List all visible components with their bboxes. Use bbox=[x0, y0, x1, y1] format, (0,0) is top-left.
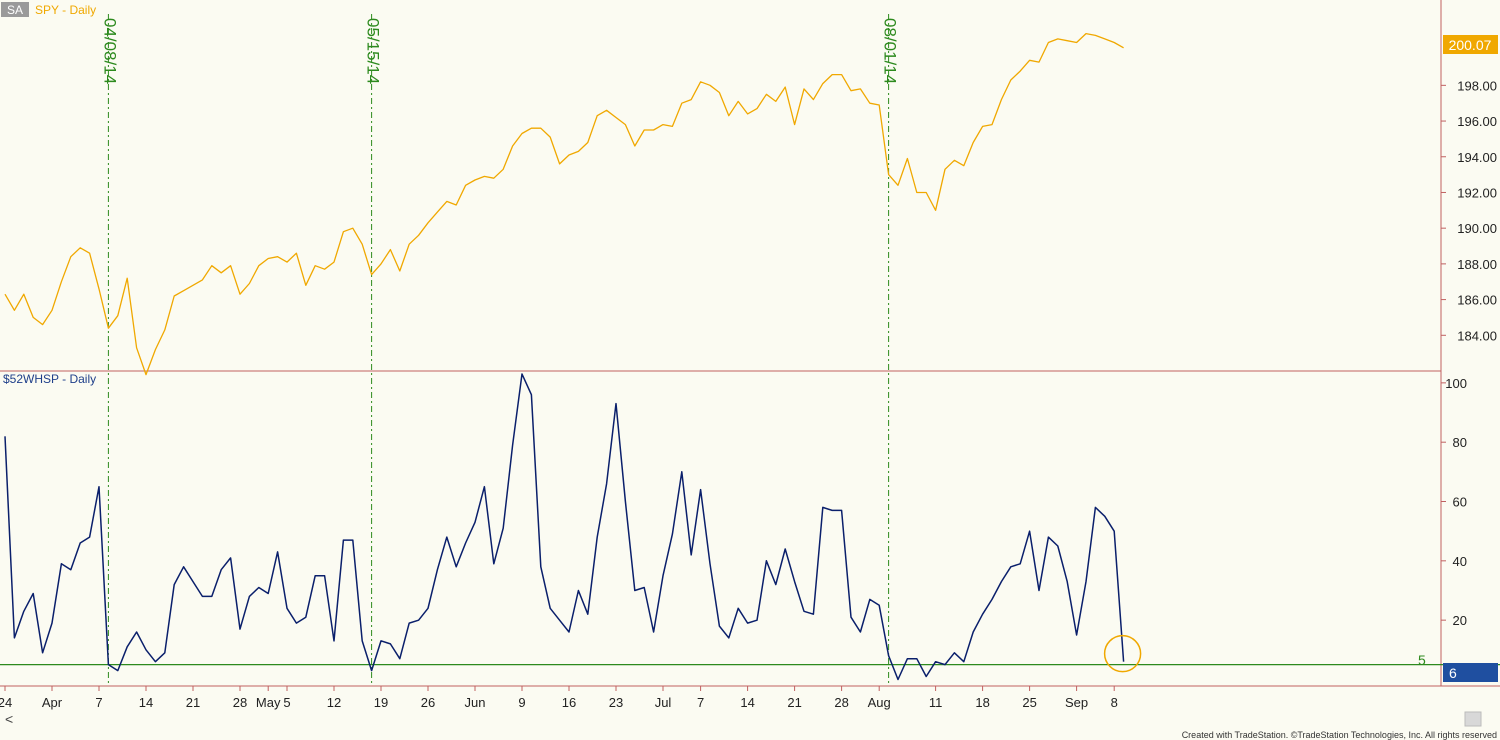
x-tick-label: 18 bbox=[975, 695, 989, 710]
symbol-badge-bg[interactable] bbox=[1, 2, 29, 17]
series-line bbox=[4, 373, 1125, 681]
event-label: 08/01/14 bbox=[881, 18, 900, 84]
y-tick-label: 198.00 bbox=[1457, 78, 1497, 93]
x-tick-label: 14 bbox=[740, 695, 754, 710]
x-tick-label: Aug bbox=[868, 695, 891, 710]
event-label: 05/15/14 bbox=[364, 18, 383, 84]
event-markers: 04/08/14 05/15/14 08/01/14 bbox=[100, 14, 900, 686]
x-tick-label: 14 bbox=[139, 695, 153, 710]
y-tick-label: 188.00 bbox=[1457, 257, 1497, 272]
x-tick-label: 11 bbox=[929, 695, 943, 710]
y-tick-label: 40 bbox=[1453, 554, 1467, 569]
y-tick-label: 80 bbox=[1453, 435, 1467, 450]
y-tick-label: 194.00 bbox=[1457, 150, 1497, 165]
threshold-label: 5 bbox=[1418, 652, 1426, 668]
series-line bbox=[4, 32, 1124, 376]
symbol-badge[interactable]: SA bbox=[7, 3, 23, 17]
breadth-pane bbox=[4, 373, 1142, 681]
x-tick-label: 24 bbox=[0, 695, 12, 710]
spy-last-value-tag-bg bbox=[1443, 35, 1498, 54]
x-tick-label: 12 bbox=[327, 695, 341, 710]
highlight-circle bbox=[1103, 634, 1142, 673]
scroll-left-button[interactable]: < bbox=[5, 711, 13, 727]
y-tick-label: 190.00 bbox=[1457, 221, 1497, 236]
x-tick-label: Jul bbox=[655, 695, 672, 710]
y-tick-label: 192.00 bbox=[1457, 185, 1497, 200]
x-tick-label: 25 bbox=[1022, 695, 1036, 710]
y-tick-label: 20 bbox=[1453, 613, 1467, 628]
y-axis-labels: 184.00 186.00 188.00 190.00 192.00 194.00 196.… bbox=[1441, 78, 1497, 628]
y-tick-label: 184.00 bbox=[1457, 328, 1497, 343]
y-tick-label: 186.00 bbox=[1457, 293, 1497, 308]
x-tick-label: 26 bbox=[421, 695, 435, 710]
breadth-last-value-tag-bg bbox=[1443, 663, 1498, 682]
x-tick-label: 28 bbox=[834, 695, 848, 710]
x-tick-label: 7 bbox=[697, 695, 704, 710]
y-tick-label: 196.00 bbox=[1457, 114, 1497, 129]
x-tick-label: 19 bbox=[374, 695, 388, 710]
x-tick-label: 16 bbox=[562, 695, 576, 710]
x-tick-label: 28 bbox=[233, 695, 247, 710]
x-tick-label: Sep bbox=[1065, 695, 1088, 710]
spy-last-value-tag: 200.07 bbox=[1449, 37, 1492, 53]
x-tick-label: 8 bbox=[1111, 695, 1118, 710]
x-tick-label: 5 bbox=[283, 695, 290, 710]
spy-pane-title: SPY - Daily bbox=[35, 3, 96, 17]
breadth-pane-title: $52WHSP - Daily bbox=[3, 372, 96, 386]
scroll-right-button[interactable] bbox=[1464, 711, 1482, 727]
x-tick-label: Jun bbox=[465, 695, 486, 710]
event-label: 04/08/14 bbox=[100, 18, 119, 84]
x-tick-label: 7 bbox=[95, 695, 102, 710]
x-tick-label: 21 bbox=[186, 695, 200, 710]
x-tick-label: 9 bbox=[518, 695, 525, 710]
x-tick-label: Apr bbox=[42, 695, 63, 710]
breadth-last-value-tag: 6 bbox=[1449, 665, 1457, 681]
x-tick-label: 21 bbox=[787, 695, 801, 710]
y-tick-label: 100 bbox=[1445, 376, 1467, 391]
credit-text: Created with TradeStation. ©TradeStation… bbox=[1182, 730, 1497, 740]
y-tick-label: 60 bbox=[1453, 495, 1467, 510]
spy-pane bbox=[4, 32, 1124, 376]
x-tick-label: May bbox=[256, 695, 281, 710]
x-tick-label: 23 bbox=[609, 695, 623, 710]
x-axis-labels: 24 Apr 7 14 21 28 May 5 12 19 26 Jun 9 16 23 Jul 7 14 21 28… bbox=[0, 686, 1118, 710]
